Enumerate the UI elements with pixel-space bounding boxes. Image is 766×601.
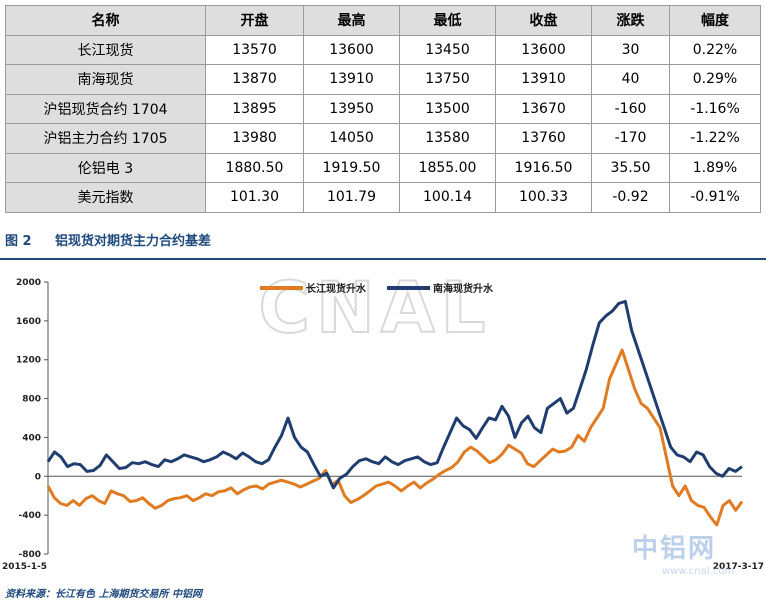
watermark: CNAL (259, 267, 492, 349)
y-tick-label: 1200 (16, 356, 41, 366)
table-cell: 13895 (205, 93, 304, 124)
table-header-row: 名称 开盘 最高 最低 收盘 涨跌 幅度 (5, 5, 761, 36)
table-cell: 南海现货 (5, 64, 206, 95)
price-table: 名称 开盘 最高 最低 收盘 涨跌 幅度 长江现货 13570 13600 13… (5, 5, 761, 213)
table-cell: 13760 (495, 123, 592, 154)
table-cell: 伦铝电 3 (5, 152, 206, 183)
legend-label-yangtze: 长江现货升水 (306, 282, 367, 295)
table-cell: 13670 (495, 93, 592, 124)
x-start-label: 2015-1-5 (2, 562, 47, 572)
table-cell: 长江现货 (5, 34, 206, 65)
y-tick-label: 0 (35, 472, 41, 482)
y-tick-label: 2000 (16, 278, 41, 288)
table-cell: 13910 (303, 64, 400, 95)
column-header: 名称 (5, 5, 206, 36)
table-cell: 13750 (399, 64, 496, 95)
table-cell: 100.14 (399, 182, 496, 213)
table-row: 美元指数 101.30 101.79 100.14 100.33 -0.92 -… (5, 182, 761, 213)
figure-caption: 图 2 铝现货对期货主力合约基差 (5, 230, 211, 249)
table-cell: -0.91% (669, 182, 761, 213)
table-cell: 0.29% (669, 64, 761, 95)
figure-title: 铝现货对期货主力合约基差 (55, 234, 212, 249)
table-cell: -0.92 (591, 182, 670, 213)
table-row: 长江现货 13570 13600 13450 13600 30 0.22% (5, 34, 761, 65)
table-cell: 13600 (495, 34, 592, 65)
table-cell: 13580 (399, 123, 496, 154)
table-cell: 40 (591, 64, 670, 95)
legend-label-nanhai: 南海现货升水 (433, 282, 494, 295)
x-end-label: 2017-3-17 (713, 562, 764, 572)
table-cell: -170 (591, 123, 670, 154)
column-header: 收盘 (495, 5, 592, 36)
table-cell: 13450 (399, 34, 496, 65)
cnal-logo-url: www.cnal.com (662, 566, 735, 577)
cnal-logo: 中铝网 (632, 534, 717, 564)
table-cell: 0.22% (669, 34, 761, 65)
table-cell: 13500 (399, 93, 496, 124)
table-cell: 1855.00 (399, 152, 496, 183)
basis-line-chart: CNAL -800 -400 0 400 800 1200 1600 2000 长江现货升水 … (2, 266, 764, 572)
y-tick-label: -800 (18, 550, 41, 560)
table-cell: 沪铝主力合约 1705 (5, 123, 206, 154)
column-header: 涨跌 (591, 5, 670, 36)
table-cell: 14050 (303, 123, 400, 154)
table-cell: 1919.50 (303, 152, 400, 183)
axes: -800 -400 0 400 800 1200 1600 2000 (16, 278, 742, 560)
y-tick-label: 1600 (16, 317, 41, 327)
table-cell: -1.16% (669, 93, 761, 124)
column-header: 开盘 (205, 5, 304, 36)
table-cell: 13570 (205, 34, 304, 65)
table-row: 沪铝主力合约 1705 13980 14050 13580 13760 -170… (5, 123, 761, 154)
table-cell: 100.33 (495, 182, 592, 213)
source-note: 资料来源：长江有色 上海期货交易所 中铝网 (5, 589, 202, 600)
table-cell: 13910 (495, 64, 592, 95)
table-cell: 101.79 (303, 182, 400, 213)
table-cell: -1.22% (669, 123, 761, 154)
table-cell: 沪铝现货合约 1704 (5, 93, 206, 124)
series-line-nanhai (46, 299, 743, 490)
column-header: 最低 (399, 5, 496, 36)
y-tick-label: 800 (22, 395, 41, 405)
table-cell: 美元指数 (5, 182, 206, 213)
legend: 长江现货升水 南海现货升水 (260, 282, 494, 295)
table-cell: 1880.50 (205, 152, 304, 183)
column-header: 最高 (303, 5, 400, 36)
series-line-yangtze (46, 348, 744, 527)
table-cell: 101.30 (205, 182, 304, 213)
column-header: 幅度 (669, 5, 761, 36)
table-cell: -160 (591, 93, 670, 124)
table-cell: 13870 (205, 64, 304, 95)
figure-number: 图 2 (5, 234, 32, 249)
caption-divider (0, 258, 766, 260)
table-cell: 35.50 (591, 152, 670, 183)
table-cell: 1916.50 (495, 152, 592, 183)
table-cell: 13600 (303, 34, 400, 65)
table-row: 沪铝现货合约 1704 13895 13950 13500 13670 -160… (5, 93, 761, 124)
table-cell: 30 (591, 34, 670, 65)
table-cell: 13980 (205, 123, 304, 154)
y-tick-label: 400 (22, 433, 41, 443)
table-cell: 1.89% (669, 152, 761, 183)
table-row: 伦铝电 3 1880.50 1919.50 1855.00 1916.50 35… (5, 152, 761, 183)
table-row: 南海现货 13870 13910 13750 13910 40 0.29% (5, 64, 761, 95)
plot-area (46, 299, 744, 527)
table-cell: 13950 (303, 93, 400, 124)
y-tick-label: -400 (18, 511, 41, 521)
